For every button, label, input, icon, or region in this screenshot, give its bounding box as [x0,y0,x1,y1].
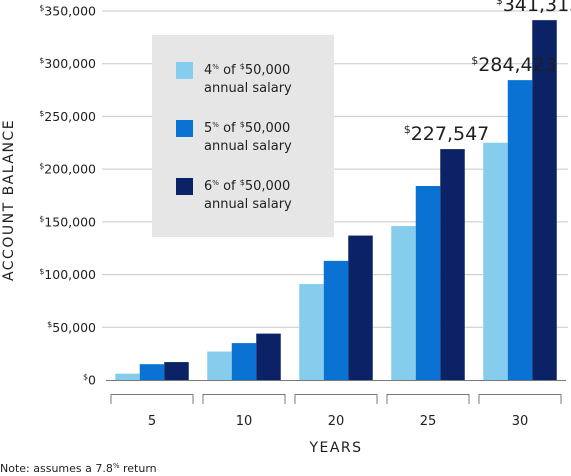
bar-5-series-2 [139,364,165,380]
legend-label-part: $ [240,120,245,129]
legend: 4% of $50,000 annual salary 5% of $50,000 a… [152,35,334,237]
y-tick-value: 200,000 [44,162,96,177]
bar-20-series-2 [323,260,349,380]
y-tick-label: $200,000 [39,162,96,177]
data-labels: $227,547$284,423$341,313 [404,0,571,145]
bar-25-series-3 [440,149,465,380]
y-tick-value: 50,000 [52,320,96,335]
data-label: $341,313 [496,0,571,16]
legend-label-part: of [219,179,240,194]
y-tick-value: 100,000 [44,267,96,282]
data-label: $284,423 [471,54,557,76]
legend-label-part: % [212,121,219,129]
legend-label-part: 4 [204,63,212,78]
bar-30-series-2 [507,80,533,380]
legend-label-part: of [219,63,240,78]
legend-label-part: 5 [204,121,212,136]
y-tick-currency-sign: $ [83,373,88,382]
legend-label-2-line-1: 5% of $50,000 [204,120,290,136]
x-tick-label: 30 [512,414,529,429]
y-tick-label: $300,000 [39,56,96,71]
legend-swatch-2 [176,120,193,137]
legend-swatch-1 [176,62,193,79]
legend-label-2-line-2: annual salary [204,139,292,154]
footnote-suffix: return [120,462,157,475]
y-tick-currency-sign: $ [39,109,44,118]
y-tick-currency-sign: $ [39,4,44,13]
bar-10-series-1 [207,351,232,380]
data-label-currency-sign: $ [496,0,503,7]
legend-label-part: $ [240,178,245,187]
x-tick-label: 20 [328,414,345,429]
data-label: $227,547 [404,123,490,145]
bar-30-series-3 [532,20,557,381]
y-axis-tick-labels: $0$50,000$100,000$150,000$200,000$250,00… [39,4,96,388]
bars [115,20,557,381]
legend-label-part: $ [240,62,245,71]
y-tick-label: $0 [83,373,96,388]
y-tick-value: 150,000 [44,214,96,229]
legend-label-part: 6 [204,179,212,194]
legend-label-3-line-2: annual salary [204,197,292,212]
bar-30-series-1 [483,142,508,380]
legend-label-part: 50,000 [245,179,291,194]
y-tick-currency-sign: $ [39,162,44,171]
y-tick-currency-sign: $ [39,267,44,276]
footnote-prefix: Note: assumes a 7.8 [0,462,113,475]
legend-label-part: % [212,63,219,71]
data-label-currency-sign: $ [471,54,478,67]
legend-label-3-line-1: 6% of $50,000 [204,178,290,194]
bar-10-series-3 [256,333,281,380]
y-tick-label: $50,000 [47,320,96,335]
x-tick-label: 10 [236,414,253,429]
data-label-value: 227,547 [411,123,490,145]
legend-label-part: % [212,179,219,187]
legend-label-1-line-2: annual salary [204,81,292,96]
y-tick-value: 300,000 [44,56,96,71]
bar-10-series-2 [231,343,257,380]
bar-5-series-1 [115,373,140,380]
bar-20-series-3 [348,235,373,380]
footnote-percent-sign: % [113,462,120,470]
bar-25-series-2 [415,186,441,380]
bar-5-series-3 [164,362,189,380]
legend-label-part: 50,000 [245,63,291,78]
legend-label-part: of [219,121,240,136]
y-tick-label: $100,000 [39,267,96,282]
y-tick-currency-sign: $ [47,320,52,329]
legend-swatch-3 [176,178,193,195]
data-label-value: 284,423 [478,54,557,76]
legend-label-part: 50,000 [245,121,291,136]
bar-25-series-1 [391,226,416,380]
x-axis: 5 10 20 25 30 [106,380,566,429]
x-tick-label: 25 [420,414,437,429]
x-axis-title: YEARS [308,440,362,456]
y-tick-value: 0 [88,373,96,388]
y-tick-currency-sign: $ [39,56,44,65]
bar-20-series-1 [299,284,324,380]
x-tick-label: 5 [148,414,156,429]
legend-label-1-line-1: 4% of $50,000 [204,62,290,78]
data-label-value: 341,313 [503,0,571,16]
y-tick-value: 350,000 [44,4,96,19]
y-axis-title: ACCOUNT BALANCE [1,119,17,281]
y-tick-currency-sign: $ [39,214,44,223]
data-label-currency-sign: $ [404,123,411,136]
footnote: Note: assumes a 7.8% return [0,462,157,475]
y-tick-label: $150,000 [39,214,96,229]
y-tick-label: $350,000 [39,4,96,19]
y-tick-value: 250,000 [44,109,96,124]
y-tick-label: $250,000 [39,109,96,124]
